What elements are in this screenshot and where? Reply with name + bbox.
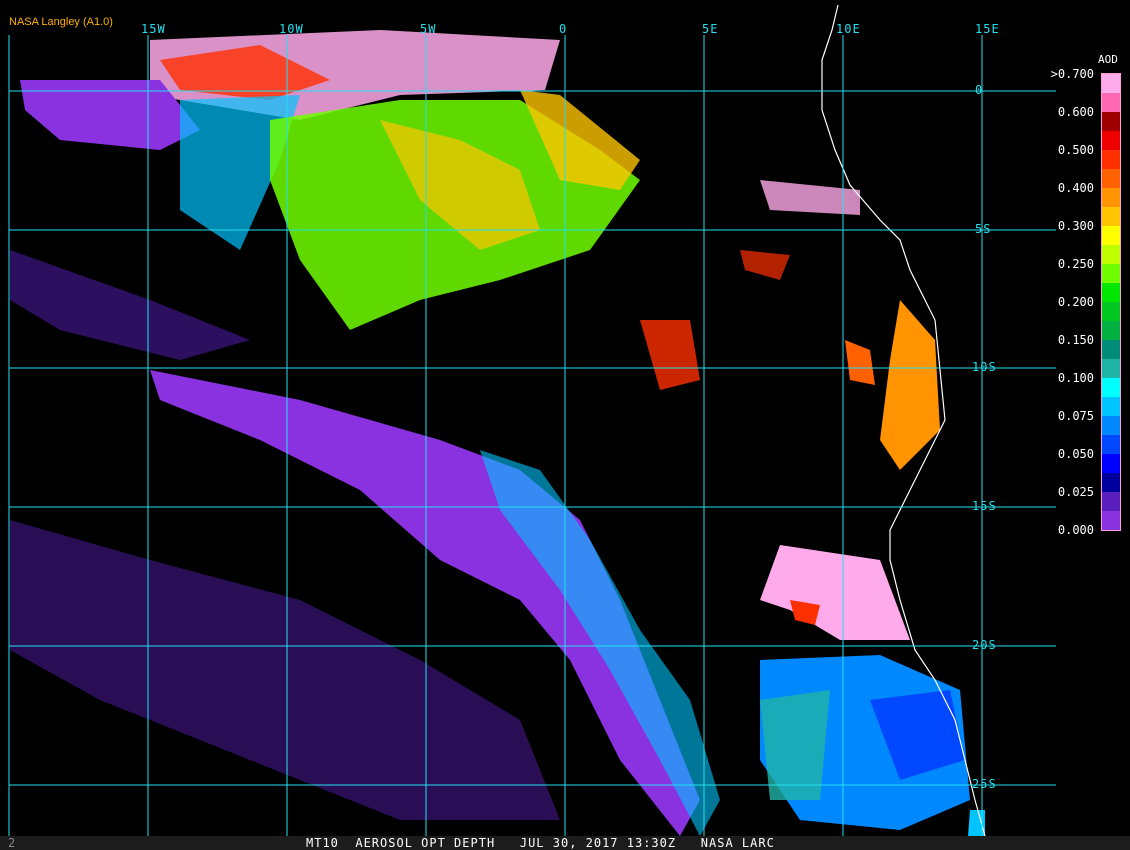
frame-number: 2 [8, 836, 16, 850]
legend-color-cell [1102, 511, 1120, 530]
legend-color-cell [1102, 340, 1120, 359]
lon-label: 15E [975, 22, 1000, 36]
lon-label: 5W [420, 22, 437, 36]
legend-color-cell [1102, 188, 1120, 207]
lon-label: 15W [141, 22, 166, 36]
legend-color-cell [1102, 397, 1120, 416]
lat-label: 15S [972, 499, 997, 513]
legend-tick-label: 0.050 [1057, 447, 1094, 461]
lat-label: 10S [972, 360, 997, 374]
legend-tick-label: >0.700 [1050, 67, 1094, 81]
legend-color-cell [1102, 321, 1120, 340]
lon-label: 5E [702, 22, 719, 36]
legend-tick-label: 0.000 [1057, 523, 1094, 537]
legend-color-cell [1102, 93, 1120, 112]
legend-color-cell [1102, 473, 1120, 492]
lat-label: 20S [972, 638, 997, 652]
legend-color-cell [1102, 264, 1120, 283]
aerosol-field [10, 30, 985, 836]
product-title: MT10 AEROSOL OPT DEPTH JUL 30, 2017 13:3… [306, 836, 775, 850]
legend-color-cell [1102, 283, 1120, 302]
legend-color-cell [1102, 435, 1120, 454]
legend-title: AOD [1098, 53, 1118, 66]
lat-label: 5S [975, 222, 992, 236]
lon-label: 10W [279, 22, 304, 36]
legend-color-cell [1102, 454, 1120, 473]
coastline [821, 4, 986, 836]
legend-color-cell [1102, 131, 1120, 150]
graticule [8, 35, 1056, 836]
lon-label: 10E [836, 22, 861, 36]
legend-tick-label: 0.300 [1057, 219, 1094, 233]
legend-color-cell [1102, 74, 1120, 93]
legend-color-cell [1102, 207, 1120, 226]
legend-tick-label: 0.075 [1057, 409, 1094, 423]
legend-color-cell [1102, 169, 1120, 188]
legend-color-cell [1102, 492, 1120, 511]
legend-color-cell [1102, 150, 1120, 169]
legend-tick-label: 0.500 [1057, 143, 1094, 157]
legend-tick-label: 0.100 [1057, 371, 1094, 385]
legend-color-cell [1102, 359, 1120, 378]
legend-tick-label: 0.250 [1057, 257, 1094, 271]
legend-color-cell [1102, 378, 1120, 397]
legend-tick-label: 0.150 [1057, 333, 1094, 347]
legend-tick-label: 0.600 [1057, 105, 1094, 119]
lon-label: 0 [559, 22, 568, 36]
legend-tick-label: 0.200 [1057, 295, 1094, 309]
color-legend [1101, 73, 1121, 531]
legend-color-cell [1102, 226, 1120, 245]
legend-color-cell [1102, 112, 1120, 131]
legend-color-cell [1102, 245, 1120, 264]
legend-color-cell [1102, 416, 1120, 435]
legend-tick-label: 0.400 [1057, 181, 1094, 195]
source-label: NASA Langley (A1.0) [9, 16, 113, 28]
status-bar: 2 MT10 AEROSOL OPT DEPTH JUL 30, 2017 13… [0, 836, 1130, 850]
legend-color-cell [1102, 302, 1120, 321]
legend-tick-label: 0.025 [1057, 485, 1094, 499]
lat-label: 0 [975, 83, 984, 97]
lat-label: 25S [972, 777, 997, 791]
